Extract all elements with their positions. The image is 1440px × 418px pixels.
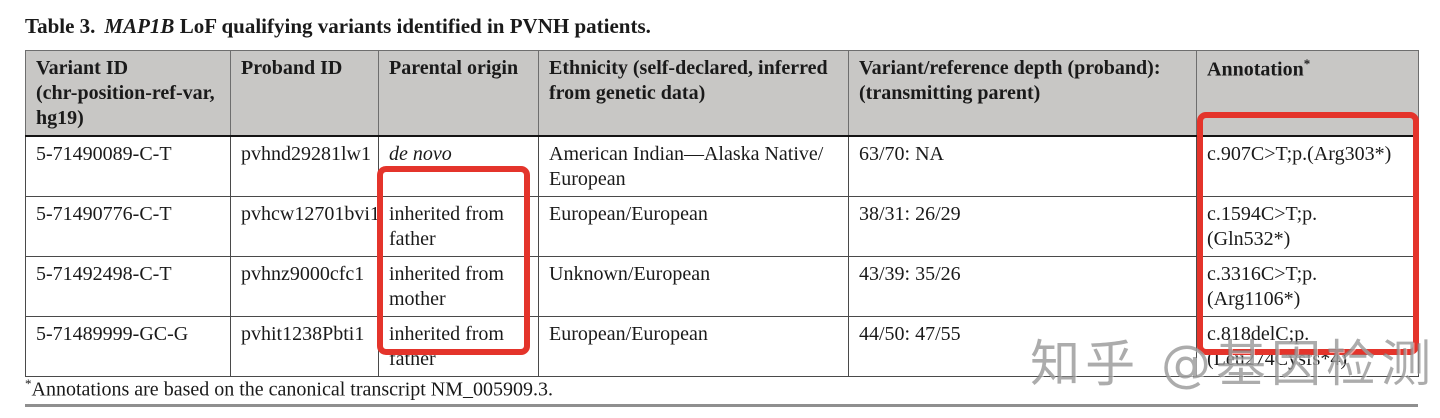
cell-depth: 38/31: 26/29	[848, 196, 1197, 257]
cell-variant-id: 5-71490089-C-T	[25, 135, 231, 197]
cell-variant-id: 5-71489999-GC-G	[25, 316, 231, 377]
cell-parental-origin: inherited from father	[378, 316, 539, 377]
header-depth: Variant/reference depth (proband): (tran…	[848, 50, 1197, 137]
cell-depth: 44/50: 47/55	[848, 316, 1197, 377]
cell-annotation: c.3316C>T;p. (Arg1106*)	[1196, 256, 1419, 317]
cell-variant-id: 5-71490776-C-T	[25, 196, 231, 257]
cell-parental-origin: inherited from father	[378, 196, 539, 257]
cell-ethnicity: American Indian—Alaska Native/ European	[538, 135, 849, 197]
cell-parental-origin: de novo	[378, 135, 539, 197]
cell-annotation: c.907C>T;p.(Arg303*)	[1196, 135, 1419, 197]
header-parental-origin: Parental origin	[378, 50, 539, 137]
header-proband-id: Proband ID	[230, 50, 379, 137]
table-row: 5-71490089-C-T pvhnd29281lw1 de novo Ame…	[25, 135, 1419, 197]
cell-proband-id: pvhnd29281lw1	[230, 135, 379, 197]
cell-parental-origin: inherited from mother	[378, 256, 539, 317]
header-annotation-label: Annotation	[1207, 58, 1304, 81]
cell-depth: 43/39: 35/26	[848, 256, 1197, 317]
cell-proband-id: pvhit1238Pbti1	[230, 316, 379, 377]
table-title: Table 3. MAP1B LoF qualifying variants id…	[25, 14, 651, 39]
table-title-gene-name: MAP1B	[104, 14, 175, 38]
header-variant-id: Variant ID (chr-position-ref-var, hg19)	[25, 50, 231, 137]
cell-ethnicity: European/European	[538, 316, 849, 377]
cell-annotation: c.1594C>T;p. (Gln532*)	[1196, 196, 1419, 257]
bottom-divider-rule	[25, 404, 1418, 407]
cell-variant-id: 5-71492498-C-T	[25, 256, 231, 317]
table-row: 5-71490776-C-T pvhcw12701bvi1 inherited …	[25, 196, 1419, 257]
table-title-rest: LoF qualifying variants identified in PV…	[174, 14, 651, 38]
footnote-text: Annotations are based on the canonical t…	[31, 378, 554, 401]
footnote-asterisk: *	[25, 376, 32, 391]
header-ethnicity: Ethnicity (self-declared, inferred from …	[538, 50, 849, 137]
cell-proband-id: pvhnz9000cfc1	[230, 256, 379, 317]
header-annotation: Annotation*	[1196, 50, 1419, 137]
table-footnote: *Annotations are based on the canonical …	[25, 376, 553, 402]
cell-ethnicity: Unknown/European	[538, 256, 849, 317]
cell-annotation: c.818delC;p. (Leu274Cysfs*4)	[1196, 316, 1419, 377]
cell-ethnicity: European/European	[538, 196, 849, 257]
table-row: 5-71489999-GC-G pvhit1238Pbti1 inherited…	[25, 316, 1419, 377]
table-row: 5-71492498-C-T pvhnz9000cfc1 inherited f…	[25, 256, 1419, 317]
cell-proband-id: pvhcw12701bvi1	[230, 196, 379, 257]
header-annotation-asterisk: *	[1303, 56, 1311, 71]
table-title-prefix: Table 3.	[25, 14, 96, 38]
cell-depth: 63/70: NA	[848, 135, 1197, 197]
variants-table: Variant ID (chr-position-ref-var, hg19) …	[25, 50, 1419, 377]
table-header-row: Variant ID (chr-position-ref-var, hg19) …	[25, 50, 1419, 137]
